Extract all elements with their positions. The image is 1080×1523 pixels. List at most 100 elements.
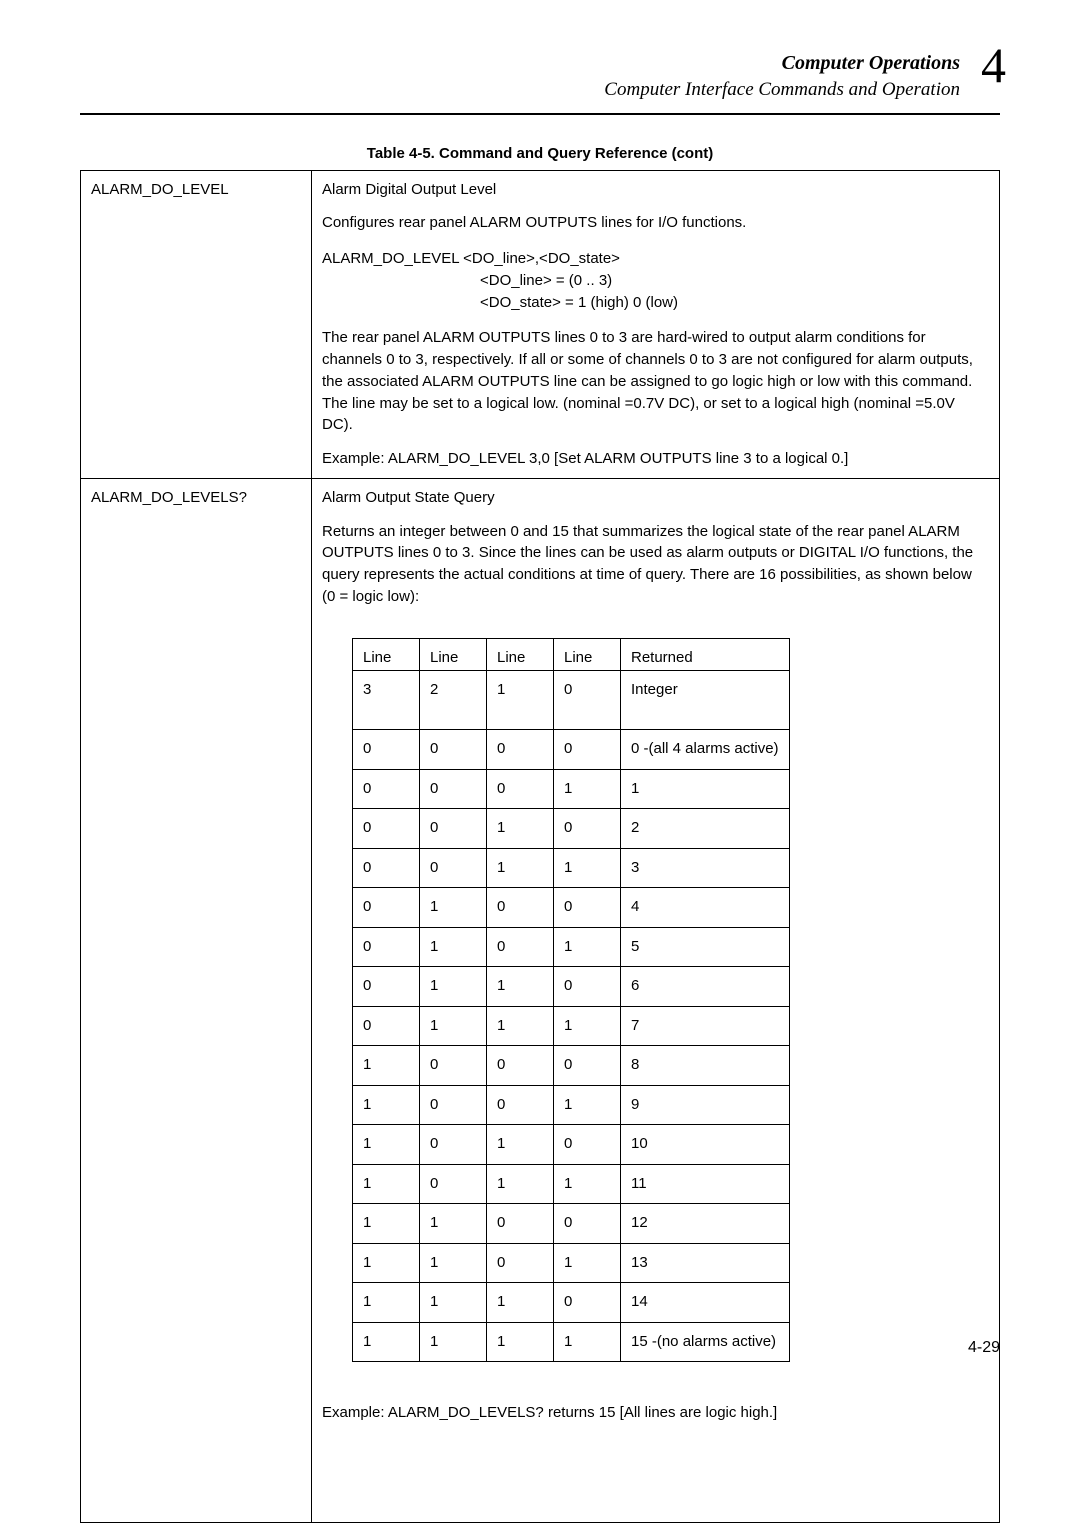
- truth-cell: 1: [554, 927, 621, 967]
- truth-row: 101111: [353, 1164, 790, 1204]
- truth-cell: 0: [353, 848, 420, 888]
- truth-cell: 1: [621, 769, 790, 809]
- truth-cell: 0: [420, 1085, 487, 1125]
- truth-cell: 0: [487, 1085, 554, 1125]
- page: Computer Operations Computer Interface C…: [0, 0, 1080, 1397]
- truth-cell: 0: [554, 809, 621, 849]
- truth-cell: 13: [621, 1243, 790, 1283]
- truth-cell: 1: [487, 1006, 554, 1046]
- truth-row: 101010: [353, 1125, 790, 1165]
- truth-row: 00000 -(all 4 alarms active): [353, 730, 790, 770]
- command-cell: ALARM_DO_LEVELS?: [81, 478, 312, 1522]
- truth-cell: 0: [353, 927, 420, 967]
- truth-cell: 1: [554, 1085, 621, 1125]
- truth-cell: 0: [353, 967, 420, 1007]
- truth-cell: 1: [420, 888, 487, 928]
- truth-cell: 0: [420, 1164, 487, 1204]
- truth-row: 00113: [353, 848, 790, 888]
- truth-cell: 1: [420, 1204, 487, 1244]
- cmd-desc: Returns an integer between 0 and 15 that…: [322, 521, 989, 608]
- truth-cell: 1: [353, 1283, 420, 1323]
- description-cell: Alarm Output State Query Returns an inte…: [312, 478, 1000, 1522]
- truth-row: 01015: [353, 927, 790, 967]
- truth-cell: 15 -(no alarms active): [621, 1322, 790, 1362]
- syntax-block: ALARM_DO_LEVEL <DO_line>,<DO_state> <DO_…: [322, 248, 989, 313]
- truth-cell: 1: [420, 967, 487, 1007]
- truth-cell: 0: [420, 848, 487, 888]
- truth-cell: 1: [487, 1164, 554, 1204]
- truth-cell: 14: [621, 1283, 790, 1323]
- truth-cell: 0: [487, 927, 554, 967]
- syntax-main: ALARM_DO_LEVEL <DO_line>,<DO_state>: [322, 248, 989, 270]
- table-row: ALARM_DO_LEVELS? Alarm Output State Quer…: [81, 478, 1000, 1522]
- header-subtitle: Computer Interface Commands and Operatio…: [80, 77, 960, 103]
- truth-row: 111115 -(no alarms active): [353, 1322, 790, 1362]
- description-cell: Alarm Digital Output Level Configures re…: [312, 170, 1000, 478]
- truth-cell: 1: [487, 967, 554, 1007]
- truth-cell: 11: [621, 1164, 790, 1204]
- truth-cell: 1: [353, 1322, 420, 1362]
- truth-cell: 0: [420, 730, 487, 770]
- th: Integer: [621, 671, 790, 730]
- truth-cell: 0: [554, 967, 621, 1007]
- truth-cell: 1: [487, 1283, 554, 1323]
- truth-cell: 0: [487, 769, 554, 809]
- th: Returned: [621, 638, 790, 671]
- cmd-example: Example: ALARM_DO_LEVELS? returns 15 [Al…: [322, 1402, 989, 1424]
- truth-cell: 1: [487, 848, 554, 888]
- page-number: 4-29: [968, 1339, 1000, 1357]
- truth-cell: 2: [621, 809, 790, 849]
- truth-cell: 8: [621, 1046, 790, 1086]
- truth-cell: 1: [487, 1125, 554, 1165]
- truth-cell: 1: [420, 1283, 487, 1323]
- cmd-desc: Configures rear panel ALARM OUTPUTS line…: [322, 212, 989, 234]
- truth-cell: 0: [487, 1243, 554, 1283]
- reference-table: ALARM_DO_LEVEL Alarm Digital Output Leve…: [80, 170, 1000, 1523]
- command-cell: ALARM_DO_LEVEL: [81, 170, 312, 478]
- truth-cell: 1: [420, 1322, 487, 1362]
- truth-cell: 0: [554, 1046, 621, 1086]
- truth-cell: 1: [554, 769, 621, 809]
- truth-cell: 0: [420, 769, 487, 809]
- th: 2: [420, 671, 487, 730]
- truth-cell: 1: [353, 1164, 420, 1204]
- truth-row: 01004: [353, 888, 790, 928]
- syntax-line: <DO_state> = 1 (high) 0 (low): [322, 292, 678, 314]
- th: Line: [353, 638, 420, 671]
- truth-cell: 0: [554, 1283, 621, 1323]
- truth-row: 110113: [353, 1243, 790, 1283]
- truth-cell: 0: [353, 769, 420, 809]
- truth-cell: 9: [621, 1085, 790, 1125]
- truth-row: 01106: [353, 967, 790, 1007]
- th: 0: [554, 671, 621, 730]
- truth-cell: 0: [353, 730, 420, 770]
- spacer: [322, 1424, 989, 1514]
- truth-cell: 0: [353, 888, 420, 928]
- truth-cell: 0: [487, 730, 554, 770]
- truth-row: 01117: [353, 1006, 790, 1046]
- chapter-number: 4: [981, 32, 1006, 100]
- truth-cell: 3: [621, 848, 790, 888]
- truth-cell: 0: [487, 888, 554, 928]
- truth-cell: 1: [353, 1243, 420, 1283]
- truth-cell: 0 -(all 4 alarms active): [621, 730, 790, 770]
- truth-cell: 1: [420, 1006, 487, 1046]
- cmd-title: Alarm Output State Query: [322, 487, 989, 509]
- page-header: Computer Operations Computer Interface C…: [80, 50, 1000, 103]
- truth-cell: 1: [554, 1243, 621, 1283]
- truth-cell: 10: [621, 1125, 790, 1165]
- truth-row: 00011: [353, 769, 790, 809]
- truth-cell: 0: [420, 1125, 487, 1165]
- truth-row: 10008: [353, 1046, 790, 1086]
- truth-cell: 1: [554, 1164, 621, 1204]
- truth-cell: 0: [554, 1125, 621, 1165]
- truth-cell: 0: [420, 1046, 487, 1086]
- truth-cell: 1: [353, 1085, 420, 1125]
- truth-cell: 5: [621, 927, 790, 967]
- truth-header-row: 3 2 1 0 Integer: [353, 671, 790, 730]
- th: 3: [353, 671, 420, 730]
- th: Line: [487, 638, 554, 671]
- header-rule: [80, 113, 1000, 115]
- truth-cell: 12: [621, 1204, 790, 1244]
- th: 1: [487, 671, 554, 730]
